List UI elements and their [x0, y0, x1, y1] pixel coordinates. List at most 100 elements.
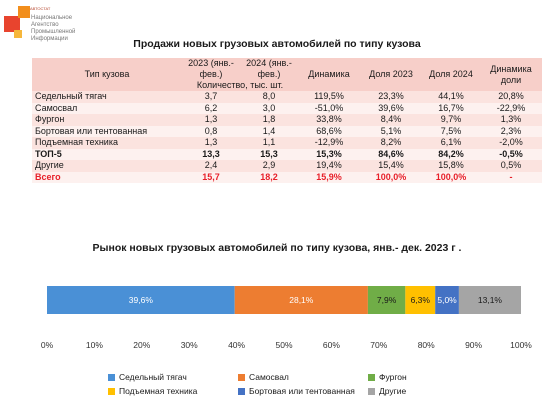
- cell-value: 84,6%: [360, 148, 422, 160]
- logo-line: Информации: [31, 36, 68, 42]
- cell-value: 3,7: [182, 91, 240, 103]
- x-tick-label: 30%: [181, 340, 198, 350]
- legend-label: Подъемная техника: [119, 386, 198, 396]
- cell-value: 15,3: [240, 148, 298, 160]
- cell-type: Фургон: [32, 114, 182, 126]
- x-tick-label: 100%: [510, 340, 532, 350]
- logo-line: Агентство: [31, 22, 59, 28]
- cell-value: -0,5%: [480, 148, 542, 160]
- x-tick-label: 70%: [370, 340, 387, 350]
- cell-value: 15,4%: [360, 160, 422, 172]
- bar-segment: [367, 286, 406, 314]
- data-label: 28,1%: [289, 295, 314, 305]
- cell-value: 6,1%: [422, 137, 480, 149]
- x-tick-label: 50%: [275, 340, 292, 350]
- x-tick-label: 40%: [228, 340, 245, 350]
- x-tick-label: 90%: [465, 340, 482, 350]
- legend-swatch: [108, 373, 115, 381]
- cell-type: Бортовая или тентованная: [32, 125, 182, 137]
- legend-swatch: [238, 373, 245, 381]
- cell-value: 3,0: [240, 102, 298, 114]
- legend-item: Бортовая или тентованная: [238, 386, 355, 396]
- cell-value: 33,8%: [298, 114, 360, 126]
- legend-swatch: [238, 387, 245, 395]
- table-row: ТОП-5 13,3 15,3 15,3% 84,6% 84,2% -0,5%: [32, 148, 542, 160]
- stacked-bar-chart: 39,6% 28,1% 7,9% 6,3% 5,0% 13,1% 0% 10% 20% 30% 40…: [41, 286, 532, 350]
- cell-value: 1,3%: [480, 114, 542, 126]
- cell-value: 9,7%: [422, 114, 480, 126]
- legend-label: Бортовая или тентованная: [249, 386, 355, 396]
- table-row: Подъемная техника 1,3 1,1 -12,9% 8,2% 6,1% -2,…: [32, 137, 542, 149]
- header-share-2023: Доля 2023: [360, 58, 422, 91]
- x-tick-label: 20%: [133, 340, 150, 350]
- cell-value: 39,6%: [360, 102, 422, 114]
- cell-value: 20,8%: [480, 91, 542, 103]
- cell-value: 44,1%: [422, 91, 480, 103]
- cell-value: 15,3%: [298, 148, 360, 160]
- cell-value: 68,6%: [298, 125, 360, 137]
- x-tick-label: 0%: [41, 340, 54, 350]
- logo: АВТОСТАТ Национальное Агентство Промышле…: [4, 6, 84, 58]
- legend-swatch: [108, 387, 115, 395]
- logo-line: Промышленной: [31, 29, 76, 35]
- table-row: Другие 2,4 2,9 19,4% 15,4% 15,8% 0,5%: [32, 160, 542, 172]
- cell-value: 1,3: [182, 114, 240, 126]
- cell-value: 23,3%: [360, 91, 422, 103]
- cell-value: 119,5%: [298, 91, 360, 103]
- cell-value: 84,2%: [422, 148, 480, 160]
- header-share-dynamics: Динамика доли: [480, 58, 542, 91]
- cell-value: 2,9: [240, 160, 298, 172]
- header-share-2024: Доля 2024: [422, 58, 480, 91]
- data-label: 7,9%: [377, 295, 397, 305]
- legend-label: Седельный тягач: [119, 372, 187, 382]
- logo-square-orange: [18, 6, 30, 18]
- cell-value: 5,1%: [360, 125, 422, 137]
- cell-type: Седельный тягач: [32, 91, 182, 103]
- logo-line: Национальное: [31, 15, 73, 21]
- cell-value: 15,9%: [298, 171, 360, 183]
- table-row: Самосвал 6,2 3,0 -51,0% 39,6% 16,7% -22,9%: [32, 102, 542, 114]
- cell-type: Всего: [32, 171, 182, 183]
- legend-label: Фургон: [379, 372, 407, 382]
- header-units: Количество, тыс. шт.: [182, 80, 298, 91]
- legend-item: Подъемная техника: [108, 386, 197, 396]
- cell-value: 1,8: [240, 114, 298, 126]
- cell-type: ТОП-5: [32, 148, 182, 160]
- cell-value: -: [480, 171, 542, 183]
- bar-segment: [405, 286, 436, 314]
- header-2023: 2023 (янв.- фев.): [182, 58, 240, 80]
- cell-value: 100,0%: [422, 171, 480, 183]
- cell-value: -51,0%: [298, 102, 360, 114]
- cell-value: 1,3: [182, 137, 240, 149]
- x-tick-label: 80%: [418, 340, 435, 350]
- header-2024: 2024 (янв.- фев.): [240, 58, 298, 80]
- cell-value: 18,2: [240, 171, 298, 183]
- logo-tag: АВТОСТАТ: [30, 6, 51, 11]
- legend-item: Седельный тягач: [108, 372, 187, 382]
- data-label: 6,3%: [411, 295, 431, 305]
- logo-text: Национальное Агентство Промышленной Инфо…: [31, 15, 91, 43]
- cell-value: 2,4: [182, 160, 240, 172]
- cell-value: 15,7: [182, 171, 240, 183]
- data-label: 39,6%: [129, 295, 154, 305]
- legend-label: Самосвал: [249, 372, 289, 382]
- logo-square-yellow: [14, 30, 22, 38]
- legend-item: Самосвал: [238, 372, 289, 382]
- sales-table: Тип кузова 2023 (янв.- фев.) 2024 (янв.-…: [32, 58, 542, 183]
- cell-value: 1,4: [240, 125, 298, 137]
- cell-value: 7,5%: [422, 125, 480, 137]
- header-type: Тип кузова: [32, 58, 182, 91]
- chart-title: Рынок новых грузовых автомобилей по типу…: [92, 242, 462, 254]
- table-title: Продажи новых грузовых автомобилей по ти…: [133, 38, 421, 50]
- logo-square-red: [4, 16, 20, 32]
- x-tick-label: 10%: [86, 340, 103, 350]
- legend-swatch: [368, 387, 375, 395]
- legend-item: Другие: [368, 386, 406, 396]
- cell-value: 8,2%: [360, 137, 422, 149]
- legend-item: Фургон: [368, 372, 407, 382]
- cell-value: 8,0: [240, 91, 298, 103]
- cell-value: 0,5%: [480, 160, 542, 172]
- cell-value: 6,2: [182, 102, 240, 114]
- cell-value: -2,0%: [480, 137, 542, 149]
- cell-value: 1,1: [240, 137, 298, 149]
